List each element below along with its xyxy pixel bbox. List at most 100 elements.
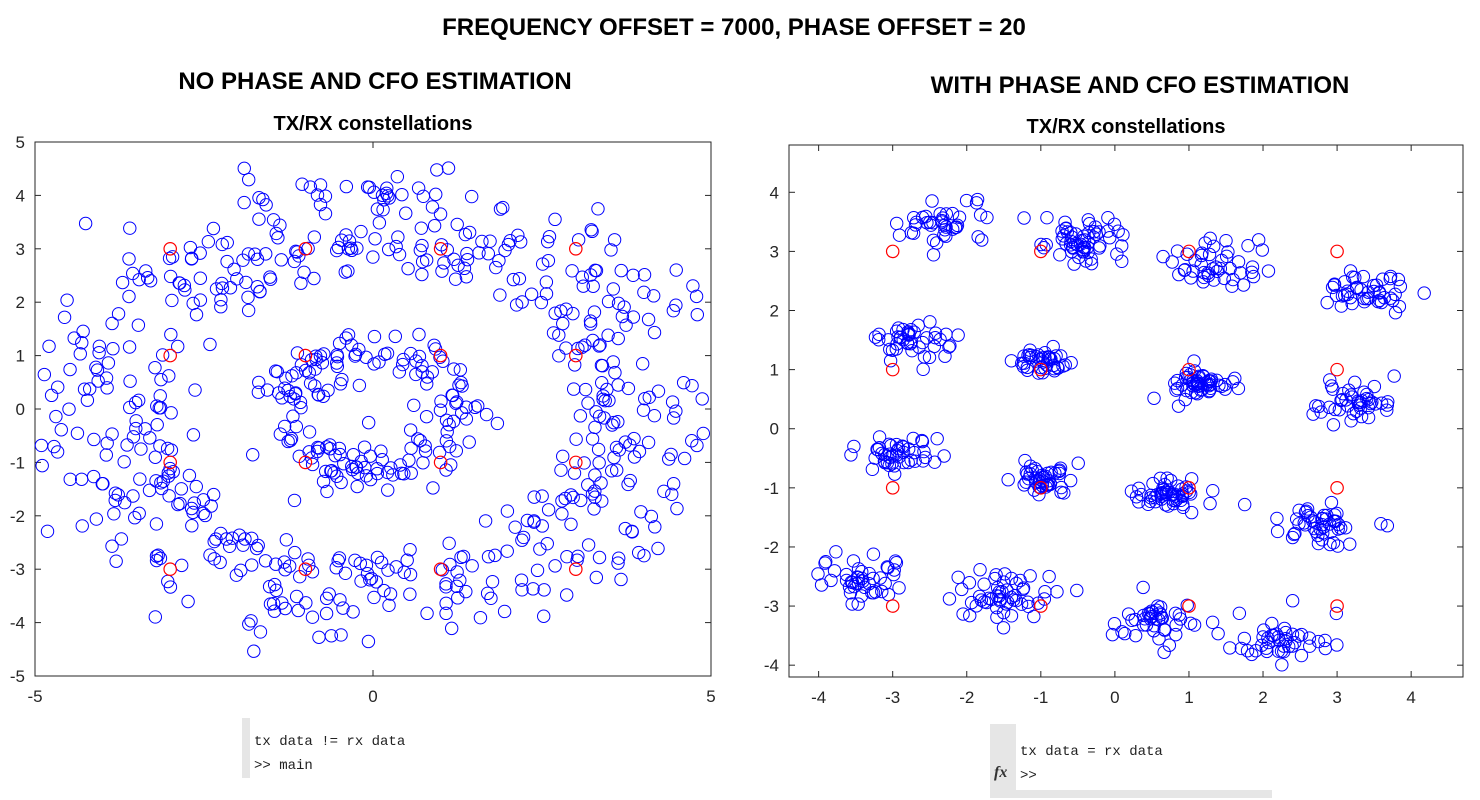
rx-point xyxy=(904,225,919,240)
rx-point xyxy=(1337,275,1352,289)
right-console-prompt[interactable]: >> xyxy=(1020,768,1037,784)
rx-point xyxy=(868,451,882,465)
rx-point xyxy=(334,628,348,642)
y-tick-label: 4 xyxy=(16,186,25,205)
rx-point xyxy=(907,211,921,225)
rx-point xyxy=(669,404,683,418)
rx-point xyxy=(885,457,899,471)
rx-point xyxy=(1107,217,1122,232)
rx-point xyxy=(942,592,957,606)
rx-point xyxy=(686,279,700,293)
rx-point xyxy=(1240,644,1255,658)
rx-point xyxy=(446,414,461,429)
y-tick-label: -4 xyxy=(764,656,779,675)
rx-point xyxy=(313,349,328,363)
rx-point xyxy=(153,551,168,565)
rx-point xyxy=(126,430,141,444)
rx-point xyxy=(370,202,385,216)
rx-point xyxy=(973,208,988,222)
rx-point xyxy=(1287,635,1302,650)
rx-point xyxy=(665,395,680,409)
tx-point xyxy=(885,599,900,613)
tx-point xyxy=(1330,244,1344,259)
rx-point xyxy=(244,531,259,546)
rx-point xyxy=(289,589,304,604)
rx-point xyxy=(573,409,588,423)
rx-point xyxy=(1331,517,1346,532)
tx-point xyxy=(885,481,900,495)
rx-point xyxy=(50,445,65,459)
rx-point xyxy=(1087,225,1101,239)
rx-point xyxy=(964,595,979,610)
rx-point xyxy=(1383,291,1398,305)
rx-point xyxy=(939,229,953,243)
right-console-gutter xyxy=(990,724,1016,798)
left-console-prompt[interactable]: >> main xyxy=(254,758,313,774)
rx-point xyxy=(1040,466,1055,481)
rx-point xyxy=(295,177,309,191)
rx-point xyxy=(401,261,415,276)
rx-point xyxy=(269,557,283,571)
rx-point xyxy=(407,398,421,412)
rx-point xyxy=(392,365,407,379)
rx-point xyxy=(1196,275,1210,289)
rx-point xyxy=(123,221,137,235)
rx-point xyxy=(1023,343,1037,357)
rx-point xyxy=(999,597,1013,611)
rx-point xyxy=(111,307,126,321)
rx-point xyxy=(215,281,230,295)
rx-point xyxy=(198,508,212,523)
rx-point xyxy=(99,448,114,462)
rx-point xyxy=(1367,379,1382,394)
fx-icon[interactable]: fx xyxy=(994,764,1008,781)
rx-point xyxy=(75,336,89,350)
rx-point xyxy=(327,466,341,480)
rx-point xyxy=(535,489,549,503)
rx-point xyxy=(289,244,303,259)
rx-point xyxy=(391,230,405,244)
rx-point xyxy=(926,248,941,262)
rx-point xyxy=(971,230,985,244)
rx-point xyxy=(263,272,278,286)
rx-point xyxy=(395,187,409,202)
x-tick-label: -2 xyxy=(959,688,974,707)
tx-point xyxy=(885,244,900,259)
rx-point xyxy=(1357,385,1371,399)
tx-point xyxy=(1034,481,1048,495)
right-command-window[interactable]: tx data = rx data >> xyxy=(1016,724,1256,788)
rx-point xyxy=(283,389,297,404)
rx-point xyxy=(818,556,832,570)
rx-point xyxy=(404,346,418,361)
rx-point xyxy=(1168,376,1182,390)
rx-point xyxy=(938,223,952,237)
rx-point xyxy=(150,399,164,413)
rx-point xyxy=(1121,607,1136,621)
right-constellation-chart: TX/RX constellations -4 -3 -2 -1 0 1 2 3 4 4 3 2 1 0 -1… xyxy=(764,116,1464,707)
rx-point xyxy=(883,354,898,368)
rx-point xyxy=(846,554,861,568)
rx-point xyxy=(520,513,535,528)
rx-point xyxy=(457,261,472,276)
left-command-window[interactable]: tx data != rx data >> main xyxy=(250,718,480,778)
rx-point xyxy=(320,440,334,454)
rx-point xyxy=(114,532,129,546)
rx-point xyxy=(1294,627,1309,642)
rx-point xyxy=(915,433,929,448)
rx-point xyxy=(219,532,234,546)
rx-point xyxy=(1069,227,1083,241)
rx-point xyxy=(1236,278,1251,292)
rx-point xyxy=(266,213,281,227)
rx-point xyxy=(559,341,573,355)
rx-point xyxy=(273,427,288,441)
rx-point xyxy=(839,567,854,582)
rx-point xyxy=(592,550,607,565)
rx-point xyxy=(109,554,123,568)
y-tick-label: -1 xyxy=(764,479,779,498)
rx-point xyxy=(324,629,339,643)
rx-point xyxy=(1206,483,1220,498)
rx-point xyxy=(162,251,177,266)
rx-point xyxy=(1261,264,1276,278)
rx-point xyxy=(1226,272,1240,287)
rx-point xyxy=(332,551,347,565)
rx-point xyxy=(173,276,187,290)
